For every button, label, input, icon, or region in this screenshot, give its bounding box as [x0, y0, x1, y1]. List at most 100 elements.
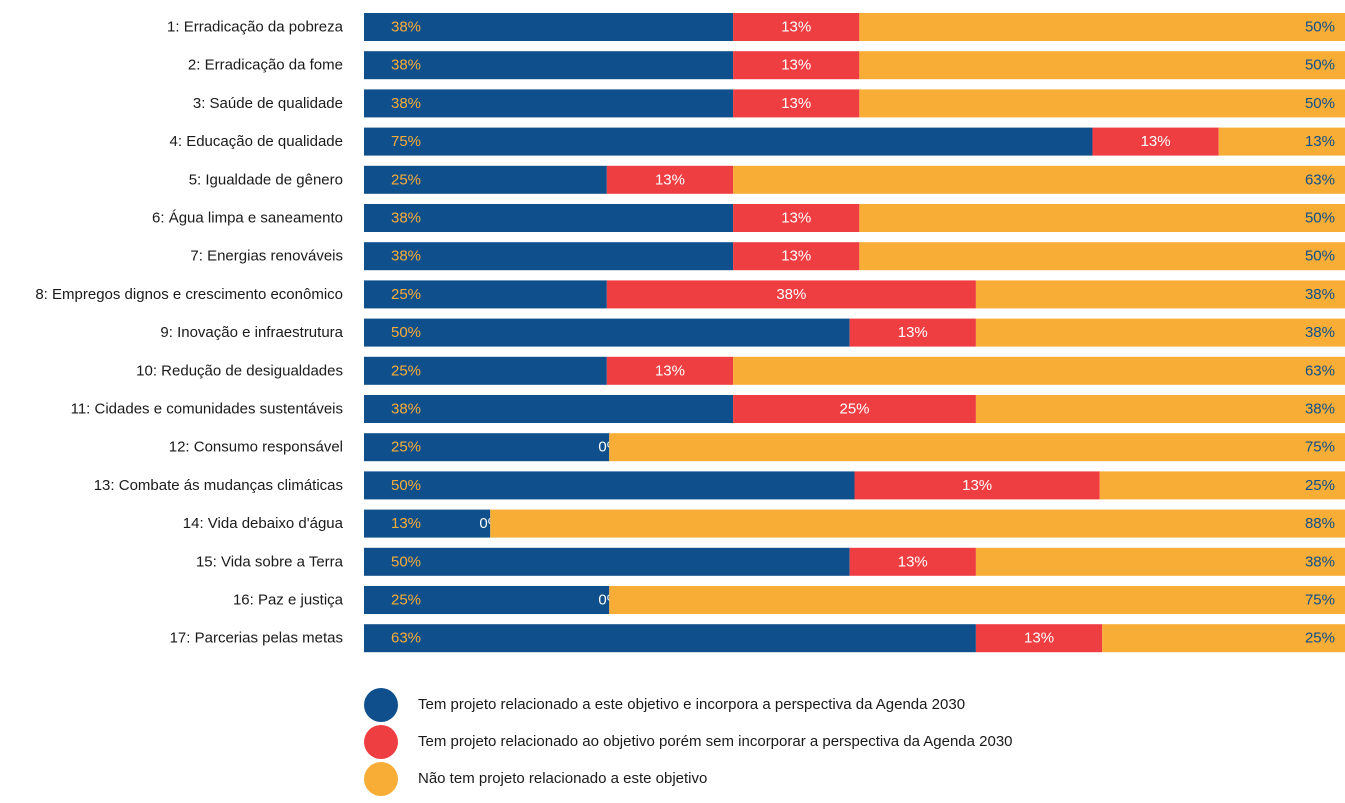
- bar-6-series-2: [733, 204, 860, 232]
- value-label-7-series-2: 13%: [781, 248, 811, 265]
- value-label-6-series-2: 13%: [781, 210, 811, 227]
- category-label-8: 8: Empregos dignos e crescimento econômi…: [35, 286, 343, 303]
- bar-16-series-1: [364, 586, 610, 614]
- bar-17-series-2: [975, 624, 1103, 653]
- bar-6-series-3: [859, 204, 1345, 232]
- value-label-1-series-1: 38%: [391, 19, 421, 36]
- category-label-4: 4: Educação de qualidade: [170, 133, 343, 150]
- value-label-5-series-3: 63%: [1305, 171, 1335, 188]
- value-label-17-series-1: 63%: [391, 630, 421, 647]
- legend-item-sem-projeto: Não tem projeto relacionado a este objet…: [364, 760, 1013, 797]
- bar-10-series-2: [606, 356, 734, 385]
- category-label-12: 12: Consumo responsável: [169, 439, 343, 456]
- stacked-bar-chart: 1: Erradicação da pobreza 38% 13% 50% 2: Err…: [35, 13, 1345, 653]
- bar-15-series-3: [975, 547, 1345, 576]
- value-label-3-series-2: 13%: [781, 95, 811, 112]
- value-label-15-series-2: 13%: [898, 553, 928, 570]
- category-label-15: 15: Vida sobre a Terra: [196, 553, 344, 570]
- bar-1-series-3: [859, 13, 1345, 41]
- bar-5-series-3: [733, 165, 1345, 194]
- value-label-15-series-3: 38%: [1305, 553, 1335, 570]
- value-label-11-series-1: 38%: [391, 401, 421, 418]
- value-label-14-series-3: 88%: [1305, 515, 1335, 532]
- value-label-9-series-2: 13%: [898, 324, 928, 341]
- legend-label-sem-incorporar: Tem projeto relacionado ao objetivo poré…: [418, 733, 1013, 750]
- bar-9-series-3: [975, 318, 1345, 347]
- value-label-15-series-1: 50%: [391, 553, 421, 570]
- legend-swatch-sem-projeto: [364, 761, 398, 796]
- value-label-7-series-1: 38%: [391, 248, 421, 265]
- category-label-13: 13: Combate ás mudanças climáticas: [94, 477, 343, 494]
- bar-10-series-3: [733, 356, 1345, 385]
- value-label-16-series-1: 25%: [391, 592, 421, 609]
- category-label-16: 16: Paz e justiça: [233, 592, 344, 609]
- bar-11-series-2: [733, 395, 976, 423]
- bar-17-series-1: [364, 624, 976, 653]
- bar-2-series-1: [364, 51, 734, 80]
- legend: Tem projeto relacionado a este objetivo …: [364, 686, 1013, 797]
- bar-1-series-2: [733, 13, 860, 41]
- legend-item-incorpora: Tem projeto relacionado a este objetivo …: [364, 686, 1013, 723]
- value-label-4-series-2: 13%: [1141, 133, 1171, 150]
- value-label-13-series-2: 13%: [962, 477, 992, 494]
- value-label-8-series-1: 25%: [391, 286, 421, 303]
- bar-2-series-3: [859, 51, 1345, 80]
- bar-10-series-1: [364, 356, 607, 385]
- bar-7-series-3: [859, 242, 1345, 271]
- value-label-8-series-3: 38%: [1305, 286, 1335, 303]
- legend-item-sem-incorporar: Tem projeto relacionado ao objetivo poré…: [364, 723, 1013, 760]
- bar-13-series-2: [854, 471, 1100, 500]
- legend-label-incorpora: Tem projeto relacionado a este objetivo …: [418, 696, 966, 713]
- bar-13-series-1: [364, 471, 855, 500]
- value-label-17-series-3: 25%: [1305, 630, 1335, 647]
- bar-8-series-2: [606, 280, 976, 309]
- value-label-6-series-3: 50%: [1305, 210, 1335, 227]
- category-label-3: 3: Saúde de qualidade: [193, 95, 343, 112]
- bar-13-series-3: [1099, 471, 1345, 500]
- bar-17-series-3: [1102, 624, 1345, 653]
- bar-8-series-1: [364, 280, 607, 309]
- legend-swatch-incorpora: [364, 687, 398, 722]
- bar-9-series-2: [849, 318, 976, 347]
- bar-3-series-1: [364, 89, 734, 118]
- value-label-10-series-3: 63%: [1305, 362, 1335, 379]
- bar-11-series-1: [364, 395, 734, 423]
- value-label-11-series-2: 25%: [839, 401, 869, 418]
- legend-label-sem-projeto: Não tem projeto relacionado a este objet…: [418, 770, 708, 787]
- bar-1-series-1: [364, 13, 734, 41]
- value-label-2-series-2: 13%: [781, 57, 811, 74]
- value-label-17-series-2: 13%: [1024, 630, 1054, 647]
- value-label-10-series-1: 25%: [391, 362, 421, 379]
- value-label-16-series-3: 75%: [1305, 592, 1335, 609]
- bar-7-series-2: [733, 242, 860, 271]
- bar-4-series-3: [1218, 127, 1345, 156]
- category-label-11: 11: Cidades e comunidades sustentáveis: [71, 401, 343, 418]
- bar-12-series-1: [364, 433, 610, 462]
- value-label-12-series-3: 75%: [1305, 439, 1335, 456]
- bar-16-series-3: [609, 586, 1345, 614]
- category-label-14: 14: Vida debaixo d'água: [183, 515, 344, 532]
- bar-15-series-1: [364, 547, 850, 576]
- category-label-10: 10: Redução de desigualdades: [136, 362, 343, 379]
- value-label-8-series-2: 38%: [776, 286, 806, 303]
- bar-14-series-1: [364, 509, 491, 538]
- category-label-17: 17: Parcerias pelas metas: [170, 630, 343, 647]
- value-label-1-series-2: 13%: [781, 19, 811, 36]
- value-label-9-series-3: 38%: [1305, 324, 1335, 341]
- value-label-4-series-1: 75%: [391, 133, 421, 150]
- bar-4-series-2: [1092, 127, 1219, 156]
- value-label-11-series-3: 38%: [1305, 401, 1335, 418]
- value-label-2-series-3: 50%: [1305, 57, 1335, 74]
- bar-3-series-2: [733, 89, 860, 118]
- value-label-9-series-1: 50%: [391, 324, 421, 341]
- bar-8-series-3: [975, 280, 1345, 309]
- bar-15-series-2: [849, 547, 976, 576]
- bar-7-series-1: [364, 242, 734, 271]
- category-label-7: 7: Energias renováveis: [190, 248, 343, 265]
- category-label-9: 9: Inovação e infraestrutura: [160, 324, 343, 341]
- value-label-12-series-1: 25%: [391, 439, 421, 456]
- bar-11-series-3: [975, 395, 1345, 423]
- legend-swatch-sem-incorporar: [364, 724, 398, 759]
- value-label-14-series-1: 13%: [391, 515, 421, 532]
- value-label-1-series-3: 50%: [1305, 19, 1335, 36]
